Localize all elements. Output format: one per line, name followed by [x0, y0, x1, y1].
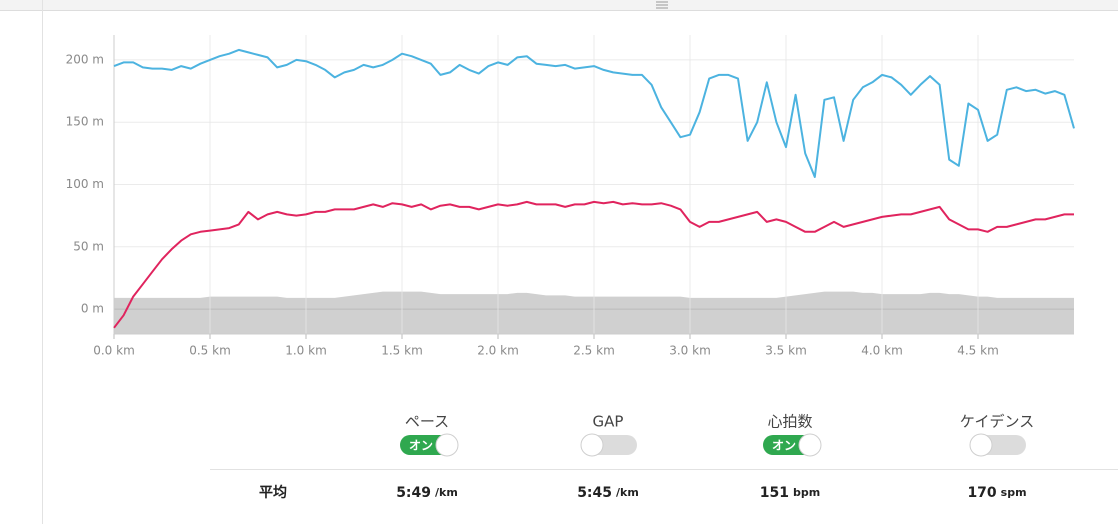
x-tick-label: 2.5 km [573, 344, 615, 358]
y-tick-label: 100 m [66, 177, 104, 191]
control-label: 心拍数 [767, 413, 812, 431]
x-tick-label: 1.0 km [285, 344, 327, 358]
toggle[interactable]: オン [763, 433, 822, 457]
control-label: ペース [405, 413, 449, 431]
average-number: 5:49 [396, 485, 431, 501]
toggle-state: オン [772, 439, 796, 453]
y-tick-label: 0 m [81, 302, 104, 316]
x-tick-label: 1.5 km [381, 344, 423, 358]
average-value: 5:45/km [577, 485, 639, 501]
control-label: GAP [593, 413, 624, 431]
top-bar [0, 0, 1118, 10]
x-tick-label: 0.5 km [189, 344, 231, 358]
toggle-knob [435, 433, 459, 457]
average-unit: spm [1001, 486, 1027, 499]
y-tick-label: 50 m [73, 239, 104, 253]
y-tick-label: 200 m [66, 52, 104, 66]
x-tick-label: 0.0 km [93, 344, 135, 358]
x-tick-label: 4.0 km [861, 344, 903, 358]
drag-handle[interactable] [656, 1, 668, 9]
line [113, 48, 1075, 178]
toggle-state: オン [409, 439, 433, 453]
toggle-knob [969, 433, 993, 457]
line [113, 200, 1074, 329]
toggle-knob [798, 433, 822, 457]
grid [113, 35, 1074, 334]
toggle-knob [580, 433, 604, 457]
control-label: ケイデンス [960, 413, 1034, 431]
average-label: 平均 [259, 484, 287, 501]
average-unit: bpm [793, 486, 820, 499]
toggle[interactable] [580, 433, 637, 457]
average-unit: /km [616, 486, 639, 499]
toggle[interactable]: オン [400, 433, 459, 457]
average-value: 5:49/km [396, 485, 458, 501]
x-tick-label: 4.5 km [957, 344, 999, 358]
toggle[interactable] [969, 433, 1026, 457]
average-unit: /km [435, 486, 458, 499]
average-value: 151 bpm [760, 485, 820, 501]
x-tick-label: 3.0 km [669, 344, 711, 358]
x-tick-label: 2.0 km [477, 344, 519, 358]
y-tick-label: 150 m [66, 115, 104, 129]
average-number: 151 [760, 485, 789, 501]
average-number: 170 [967, 485, 996, 501]
average-value: 170 spm [967, 485, 1026, 501]
average-number: 5:45 [577, 485, 612, 501]
x-tick-label: 3.5 km [765, 344, 807, 358]
